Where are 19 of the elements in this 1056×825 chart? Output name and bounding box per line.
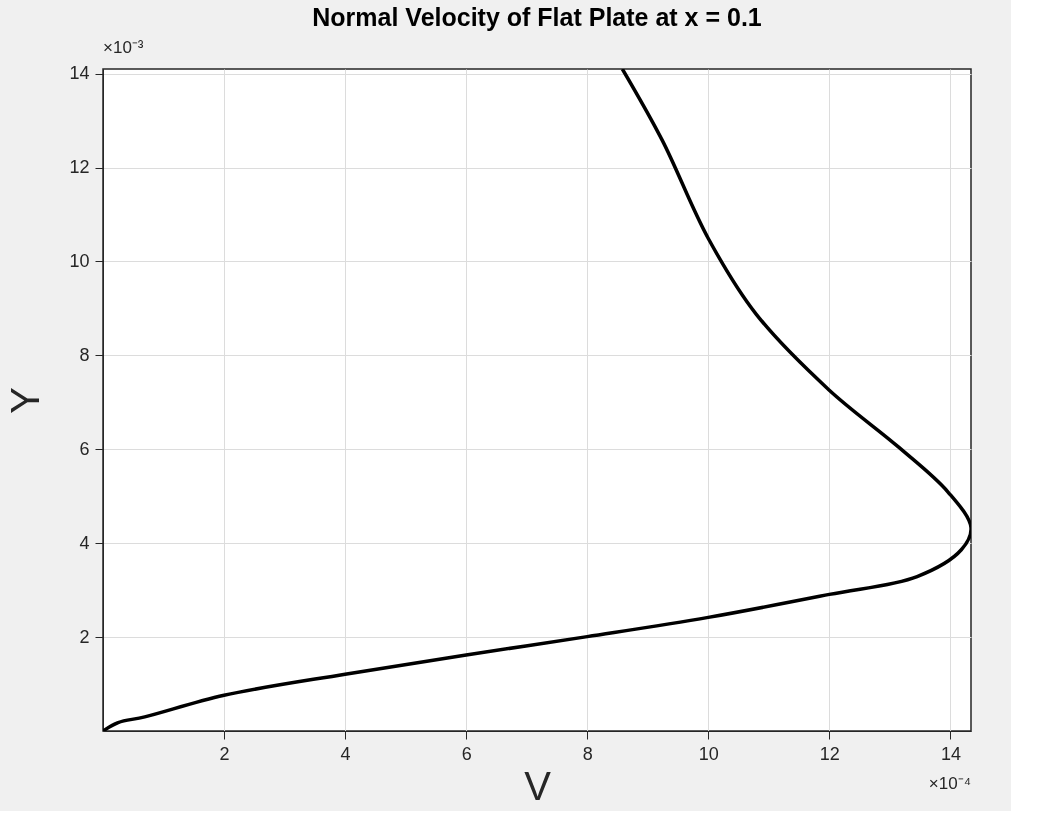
text: ×10⁻³ [103,38,144,57]
y-tick-label: 6 [79,438,90,459]
y-tick-label: 10 [69,251,90,271]
x-tick-label: 12 [819,743,840,764]
x-tick-label: 6 [461,743,472,764]
y-tick-label: 12 [69,157,90,178]
x-tick-label: 14 [940,743,961,764]
chart-title: Normal Velocity of Flat Plate at x = 0.1 [312,3,762,31]
y-tick-label: 8 [79,344,90,365]
y-axis-title: Y [3,387,48,414]
y-tick-label: 2 [79,626,90,647]
text: ×10⁻⁴ [928,774,971,793]
x-tick-label: 4 [340,743,351,764]
x-tick-label: 8 [582,743,593,764]
y-tick-label: 4 [79,532,90,553]
x-tick-label: 10 [698,743,719,764]
y-tick-label: 14 [69,63,90,84]
x-tick-label: 2 [219,743,230,764]
x-axis-title: V [524,763,552,808]
